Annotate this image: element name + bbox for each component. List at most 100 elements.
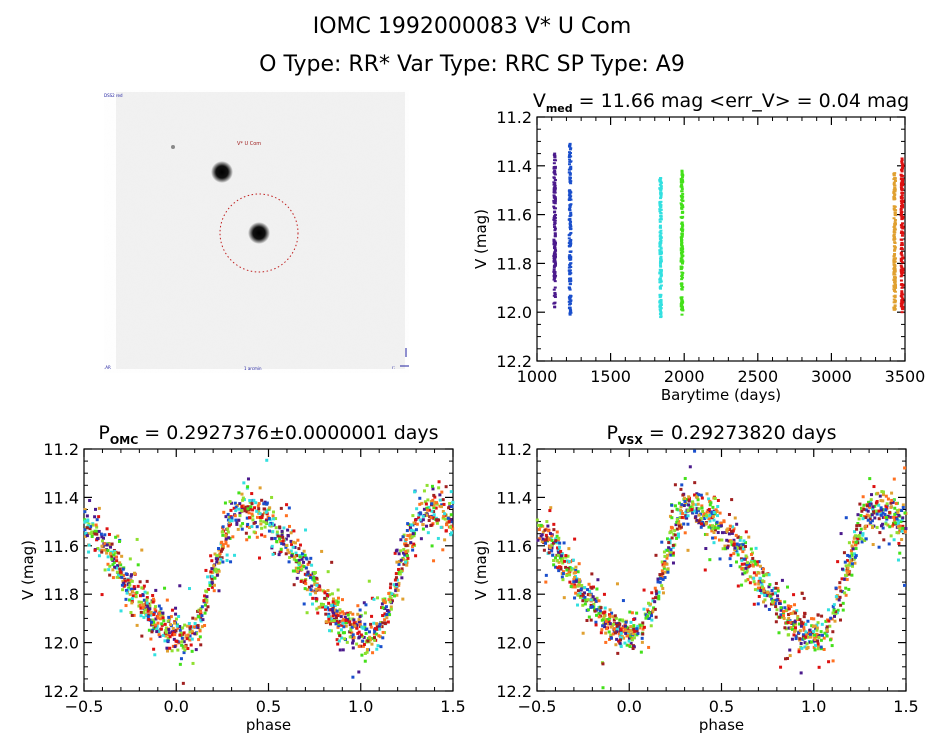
data-point bbox=[410, 523, 414, 527]
data-point bbox=[107, 532, 111, 536]
data-point bbox=[123, 579, 127, 583]
data-point bbox=[552, 559, 556, 563]
data-point bbox=[568, 163, 572, 166]
data-point bbox=[624, 629, 628, 633]
data-point bbox=[450, 505, 454, 509]
data-point bbox=[300, 552, 304, 556]
data-point bbox=[819, 645, 823, 649]
data-point bbox=[369, 622, 373, 626]
data-point bbox=[439, 505, 443, 509]
data-point bbox=[602, 614, 606, 618]
data-point bbox=[681, 224, 685, 227]
data-point bbox=[149, 611, 153, 615]
data-point bbox=[245, 516, 249, 520]
data-point bbox=[293, 555, 297, 559]
data-point bbox=[314, 587, 318, 591]
data-point bbox=[282, 542, 286, 546]
data-point bbox=[218, 552, 222, 556]
data-point bbox=[775, 598, 779, 602]
data-point bbox=[671, 551, 675, 555]
data-point bbox=[134, 595, 138, 599]
data-point bbox=[659, 239, 663, 242]
data-point bbox=[426, 508, 430, 512]
data-point bbox=[860, 540, 864, 544]
data-point bbox=[576, 570, 580, 574]
data-point bbox=[627, 632, 631, 636]
data-point bbox=[758, 564, 762, 568]
data-point bbox=[401, 535, 405, 539]
data-point bbox=[812, 645, 816, 649]
data-point bbox=[758, 576, 762, 580]
data-point bbox=[556, 538, 560, 542]
data-point bbox=[161, 616, 165, 620]
data-point bbox=[665, 556, 669, 560]
data-point bbox=[128, 598, 132, 602]
data-point bbox=[707, 525, 711, 529]
data-point bbox=[567, 208, 571, 211]
data-point bbox=[885, 517, 889, 521]
data-point bbox=[341, 631, 345, 635]
data-point bbox=[565, 568, 569, 572]
data-point bbox=[367, 630, 371, 634]
data-point bbox=[730, 531, 734, 535]
data-point bbox=[653, 586, 657, 590]
data-point bbox=[680, 204, 684, 207]
data-point bbox=[567, 560, 571, 564]
data-point bbox=[901, 166, 905, 169]
data-point bbox=[777, 601, 781, 605]
data-point bbox=[901, 226, 905, 229]
chart-title-rest: = 11.66 mag <err_V> = 0.04 mag bbox=[573, 90, 910, 112]
data-point bbox=[568, 145, 572, 148]
data-point bbox=[625, 634, 629, 638]
data-point bbox=[665, 562, 669, 566]
data-point bbox=[375, 647, 379, 651]
data-point bbox=[658, 264, 662, 267]
data-point bbox=[553, 235, 557, 238]
data-point bbox=[658, 308, 662, 311]
data-point bbox=[342, 625, 346, 629]
x-tick-label: 1500 bbox=[590, 367, 631, 386]
data-point bbox=[732, 538, 736, 542]
data-point bbox=[660, 560, 664, 564]
data-point bbox=[561, 578, 565, 582]
data-point bbox=[678, 516, 682, 520]
data-point bbox=[552, 241, 556, 244]
data-point bbox=[300, 568, 304, 572]
data-point bbox=[151, 628, 155, 632]
data-point bbox=[553, 197, 557, 200]
data-point bbox=[126, 578, 130, 582]
data-point bbox=[869, 514, 873, 518]
data-point bbox=[233, 501, 237, 505]
data-point bbox=[678, 508, 682, 512]
data-point bbox=[658, 187, 662, 190]
data-point bbox=[649, 614, 653, 618]
data-point bbox=[240, 492, 244, 496]
data-point bbox=[581, 594, 585, 598]
x-tick-label: 0.0 bbox=[617, 697, 642, 716]
data-point bbox=[552, 522, 556, 526]
data-point bbox=[900, 296, 904, 299]
data-point bbox=[681, 192, 685, 195]
data-point bbox=[860, 509, 864, 513]
data-point bbox=[654, 596, 658, 600]
data-point bbox=[275, 532, 279, 536]
data-point bbox=[115, 566, 119, 570]
data-point bbox=[776, 594, 780, 598]
data-point bbox=[825, 627, 829, 631]
data-point bbox=[553, 252, 557, 255]
data-point bbox=[591, 598, 595, 602]
data-point bbox=[776, 589, 780, 593]
data-point bbox=[566, 554, 570, 558]
data-point bbox=[679, 260, 683, 263]
data-point bbox=[715, 520, 719, 524]
data-point bbox=[122, 573, 126, 577]
data-point bbox=[794, 634, 798, 638]
data-point bbox=[680, 503, 684, 507]
data-point bbox=[149, 613, 153, 617]
data-point bbox=[588, 589, 592, 593]
data-point bbox=[553, 226, 557, 229]
data-point bbox=[679, 179, 683, 182]
data-point bbox=[680, 313, 684, 316]
data-point bbox=[805, 635, 809, 639]
data-point bbox=[172, 628, 176, 632]
